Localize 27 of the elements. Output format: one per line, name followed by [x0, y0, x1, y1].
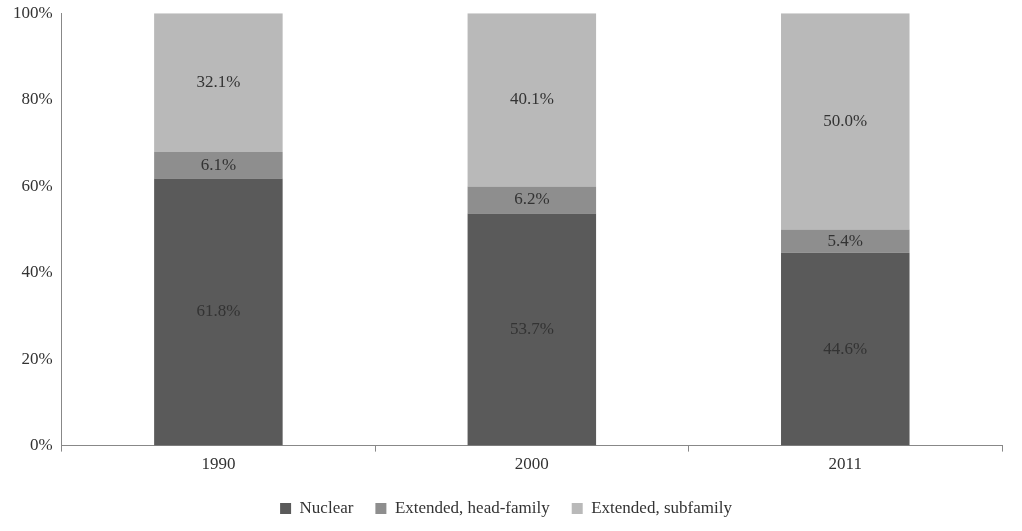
data-label: 6.2% [514, 189, 550, 209]
y-tick-label: 100% [12, 2, 53, 22]
legend-label: Extended, subfamily [591, 497, 733, 517]
bar [781, 13, 910, 230]
y-tick-label: 0% [29, 435, 53, 455]
data-label: 50.0% [823, 110, 868, 130]
x-tick-label: 2000 [514, 454, 549, 474]
data-label: 40.1% [509, 89, 554, 109]
data-label: 6.1% [200, 154, 237, 174]
data-label: 5.4% [827, 230, 863, 250]
x-tick-label: 2011 [828, 454, 862, 474]
x-tick-label: 1990 [201, 454, 236, 474]
y-tick-label: 80% [21, 89, 53, 109]
bar [154, 178, 283, 446]
bar [467, 213, 597, 446]
legend-label: Extended, head-family [394, 497, 551, 517]
bar [781, 252, 910, 446]
bar [154, 152, 283, 179]
y-tick-label: 60% [21, 175, 53, 195]
bar [781, 229, 910, 253]
y-tick-label: 40% [21, 262, 53, 282]
legend-label: Nuclear [299, 497, 354, 517]
bar [467, 13, 597, 187]
bar [154, 13, 283, 152]
data-label: 32.1% [196, 72, 241, 92]
y-tick-label: 20% [21, 348, 53, 368]
bar [467, 186, 597, 214]
